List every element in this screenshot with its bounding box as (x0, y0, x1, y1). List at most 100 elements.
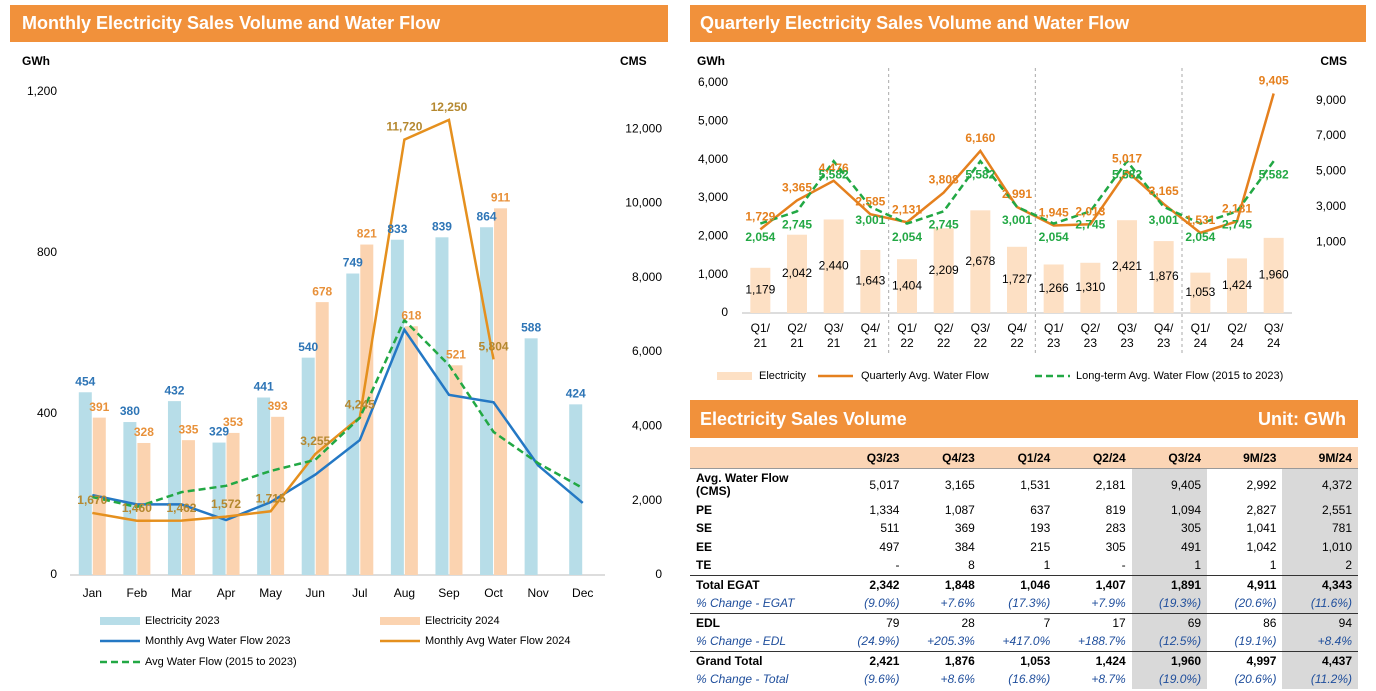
y-tick-label: 3,000 (698, 190, 728, 204)
cell: 94 (1282, 613, 1358, 633)
data-label: 911 (491, 190, 511, 204)
data-label: 9,405 (1259, 74, 1289, 88)
data-label: 454 (75, 374, 95, 388)
data-label: 864 (477, 209, 497, 223)
data-label: 1,960 (1259, 268, 1289, 282)
bar (897, 259, 917, 313)
x-tick-label: Q1/ 24 (1190, 321, 1210, 350)
cell: +8.7% (1091, 672, 1126, 687)
table-row: EE 497 384 215 305 491 1,042 1,010 (690, 538, 1358, 557)
row-label: EDL (696, 615, 720, 630)
cell: (12.5%) (1131, 632, 1208, 652)
cell: 1,960 (1131, 651, 1208, 671)
cell: 4,372 (1282, 468, 1358, 501)
x-tick-label: Q3/ 24 (1263, 321, 1284, 350)
data-label: 335 (178, 422, 198, 436)
legend-label: Electricity (759, 370, 807, 382)
column-header: 9M/24 (1282, 447, 1358, 469)
column-header: Q1/24 (980, 447, 1057, 469)
data-label: 1,179 (745, 283, 775, 297)
cell: 4,997 (1246, 653, 1277, 668)
cell: 4,343 (1282, 575, 1358, 595)
data-label: 1,462 (166, 501, 196, 515)
chart-title: Monthly Electricity Sales Volume and Wat… (22, 13, 441, 33)
bar (1263, 237, 1284, 313)
cell: +8.6% (940, 672, 975, 687)
y2-tick-label: 0 (655, 567, 662, 581)
cell: 819 (1105, 502, 1126, 517)
x-tick-label: Q3/ 21 (823, 321, 844, 350)
data-label: 328 (134, 425, 154, 439)
data-label: 5,582 (819, 167, 849, 181)
cell: 637 (1030, 502, 1051, 517)
cell: +7.6% (905, 594, 981, 614)
cell: (19.0%) (1131, 670, 1208, 689)
cell: 5,017 (869, 477, 900, 492)
data-label: 588 (521, 321, 541, 335)
table-header: Electricity Sales Volume Unit: GWh (690, 400, 1358, 438)
column-header: Q3/23 (830, 447, 906, 469)
x-tick-label: May (259, 586, 282, 600)
y2-tick-label: 10,000 (625, 196, 662, 210)
data-label: 3,001 (1002, 213, 1032, 227)
table: Q3/23 Q4/23 Q1/24 Q2/24 Q3/24 9M/23 9M/24 Avg.… (690, 447, 1358, 689)
x-tick-label: Q4/ 23 (1153, 321, 1174, 350)
data-label: 1,053 (1185, 285, 1215, 299)
data-label: 1,715 (256, 491, 286, 505)
data-label: 540 (298, 340, 318, 354)
cell: 1,094 (1131, 501, 1208, 520)
data-label: 2,585 (855, 194, 885, 208)
data-label: 678 (312, 284, 332, 298)
cell: (11.2%) (1282, 670, 1358, 689)
cell: 86 (1263, 615, 1277, 630)
table-row: SE 511 369 193 283 305 1,041 781 (690, 519, 1358, 538)
data-label: 1,531 (1185, 213, 1215, 227)
cell: 511 (880, 521, 900, 536)
x-tick-label: Q2/ 24 (1227, 321, 1247, 350)
line (92, 327, 584, 522)
cell: (16.8%) (1008, 672, 1051, 687)
bar (226, 432, 240, 575)
data-label: 2,745 (782, 218, 812, 232)
data-label: 11,720 (386, 120, 422, 134)
cell: 17 (1112, 615, 1126, 630)
bar (390, 239, 404, 575)
cell: 1,042 (1246, 539, 1277, 554)
cell: (9.6%) (864, 672, 900, 687)
x-tick-label: Jan (83, 586, 102, 600)
y2-axis-unit: CMS (1320, 54, 1347, 68)
cell: +7.9% (1056, 594, 1132, 614)
cell: (17.3%) (980, 594, 1057, 614)
cell: 3,165 (944, 477, 975, 492)
y2-tick-label: 6,000 (632, 344, 662, 358)
x-tick-label: Nov (527, 586, 548, 600)
data-label: 2,054 (1039, 230, 1069, 244)
y2-tick-label: 9,000 (1316, 93, 1346, 107)
sales-table: Electricity Sales Volume Unit: GWh Q3/23… (690, 400, 1358, 689)
cell: 28 (961, 615, 975, 630)
y2-tick-label: 1,000 (1316, 234, 1346, 248)
cell: 1,876 (944, 653, 975, 668)
legend-label: Long-term Avg. Water Flow (2015 to 2023) (1076, 370, 1283, 382)
cell: 491 (1131, 538, 1208, 557)
data-label: 5,804 (479, 340, 509, 354)
x-tick-label: Feb (127, 586, 148, 600)
x-tick-label: Q2/ 22 (933, 321, 954, 350)
data-label: 2,745 (1222, 218, 1252, 232)
cell: (24.9%) (830, 632, 906, 652)
x-tick-label: Q4/ 21 (860, 321, 880, 350)
cell: 1 (1131, 556, 1208, 576)
bar (435, 237, 449, 576)
row-label: Total EGAT (696, 577, 760, 592)
column-header: Q3/24 (1131, 447, 1208, 469)
legend-label: Monthly Avg Water Flow 2024 (425, 635, 571, 647)
x-tick-label: Apr (217, 586, 236, 600)
header-row: Q3/23 Q4/23 Q1/24 Q2/24 Q3/24 9M/23 9M/24 (690, 447, 1358, 469)
legend-label: Electricity 2023 (145, 615, 220, 627)
legend-label: Electricity 2024 (425, 615, 500, 627)
row-label: % Change - Total (696, 672, 789, 687)
cell: 7 (1043, 615, 1051, 630)
data-label: 2,209 (929, 263, 959, 277)
legend-swatch (717, 372, 752, 380)
cell: 1 (1207, 556, 1283, 576)
